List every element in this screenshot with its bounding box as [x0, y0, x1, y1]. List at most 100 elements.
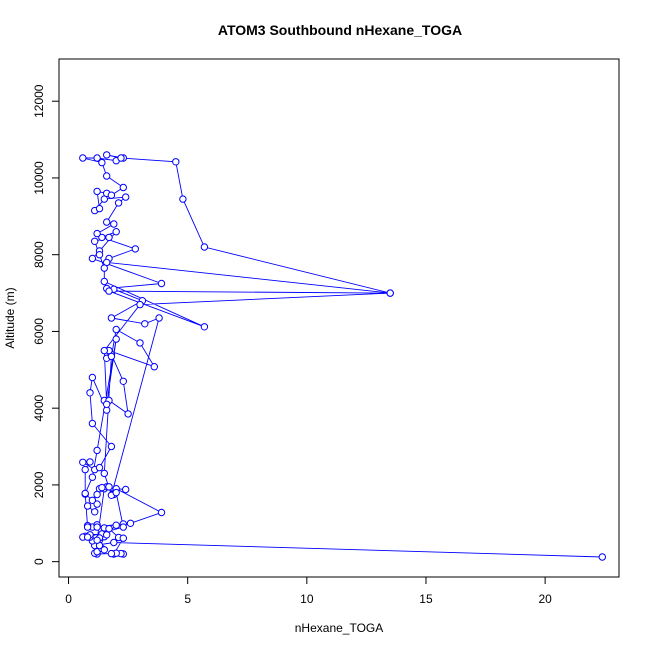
data-point: [93, 187, 101, 196]
data-point: [93, 446, 101, 455]
data-point: [157, 508, 166, 517]
data-point: [88, 254, 97, 263]
data-point: [119, 377, 128, 385]
data-point: [112, 228, 120, 236]
y-tick-label: 10000: [32, 161, 46, 195]
data-point: [95, 251, 104, 259]
data-point: [105, 233, 113, 242]
data-point: [79, 458, 87, 466]
x-tick-label: 15: [419, 592, 433, 606]
data-point: [88, 496, 97, 504]
data-point: [88, 373, 97, 382]
data-point: [124, 410, 132, 418]
data-point: [91, 508, 99, 516]
y-tick-label: 2000: [32, 471, 46, 498]
data-point: [172, 158, 180, 166]
data-point: [105, 483, 113, 491]
data-point: [200, 243, 209, 251]
data-point: [107, 191, 116, 199]
data-point: [103, 172, 111, 180]
data-point: [86, 458, 94, 466]
data-point: [93, 523, 101, 531]
plot-frame: [58, 58, 620, 578]
series-markers: [79, 151, 606, 561]
data-point: [141, 320, 149, 328]
data-point: [112, 325, 120, 334]
y-tick-label: 8000: [32, 241, 46, 268]
data-point: [112, 488, 120, 497]
data-point: [110, 538, 118, 547]
x-tick-label: 0: [65, 592, 72, 606]
x-tick-label: 5: [184, 592, 191, 606]
data-point: [103, 531, 111, 539]
y-axis-label: Altitude (m): [3, 287, 17, 348]
data-point: [79, 154, 87, 162]
chart-title: ATOM3 Southbound nHexane_TOGA: [218, 22, 462, 38]
data-point: [83, 523, 92, 531]
data-point: [100, 346, 109, 355]
data-point: [81, 489, 89, 498]
data-point: [150, 363, 159, 371]
data-point: [93, 229, 101, 238]
data-point: [107, 314, 116, 322]
data-point: [155, 314, 163, 322]
data-point: [100, 546, 109, 554]
data-point: [157, 279, 166, 288]
x-tick-label: 10: [300, 592, 314, 606]
y-tick-label: 12000: [32, 84, 46, 118]
data-point: [114, 199, 123, 207]
data-point: [107, 549, 116, 558]
data-point: [119, 183, 128, 192]
x-axis: 0 5 10 15 20: [65, 576, 552, 606]
data-point: [179, 195, 187, 203]
data-point: [88, 419, 97, 428]
y-tick-label: 0: [32, 558, 46, 565]
data-point: [200, 323, 209, 331]
data-point: [119, 523, 128, 531]
data-point: [98, 233, 106, 242]
x-tick-label: 20: [538, 592, 552, 606]
data-point: [122, 485, 130, 494]
data-point: [95, 204, 104, 213]
x-axis-label: nHexane_TOGA: [295, 621, 384, 635]
data-point: [110, 220, 118, 228]
data-point: [122, 193, 130, 201]
data-point: [100, 277, 109, 286]
data-point: [107, 352, 116, 361]
data-point: [81, 465, 89, 474]
data-point: [83, 533, 92, 541]
data-point: [93, 500, 101, 508]
data-point: [117, 154, 125, 162]
data-point: [103, 218, 111, 226]
data-point: [91, 237, 99, 246]
data-point: [131, 245, 140, 253]
data-point: [126, 519, 135, 527]
series-line: [81, 154, 603, 558]
data-point: [112, 335, 120, 343]
data-point: [93, 154, 101, 162]
data-point: [105, 525, 113, 533]
y-tick-label: 6000: [32, 318, 46, 345]
data-point: [98, 158, 106, 167]
data-point: [93, 536, 101, 544]
data-point: [119, 534, 128, 542]
data-point: [95, 463, 104, 472]
data-point: [103, 151, 111, 159]
data-point: [100, 264, 109, 272]
data-point: [103, 400, 111, 408]
data-point: [105, 287, 113, 295]
data-point: [83, 502, 92, 510]
data-point: [136, 339, 144, 347]
y-tick-label: 4000: [32, 395, 46, 422]
data-point: [136, 300, 144, 309]
data-point: [598, 553, 606, 561]
data-point: [100, 469, 109, 478]
data-point: [86, 389, 94, 397]
data-point: [93, 490, 101, 499]
data-point: [112, 521, 120, 529]
series-path: [81, 154, 603, 558]
y-axis: 0 2000 4000 6000 8000 10000 12000: [32, 84, 60, 565]
data-point: [98, 483, 106, 492]
data-point: [386, 289, 394, 297]
